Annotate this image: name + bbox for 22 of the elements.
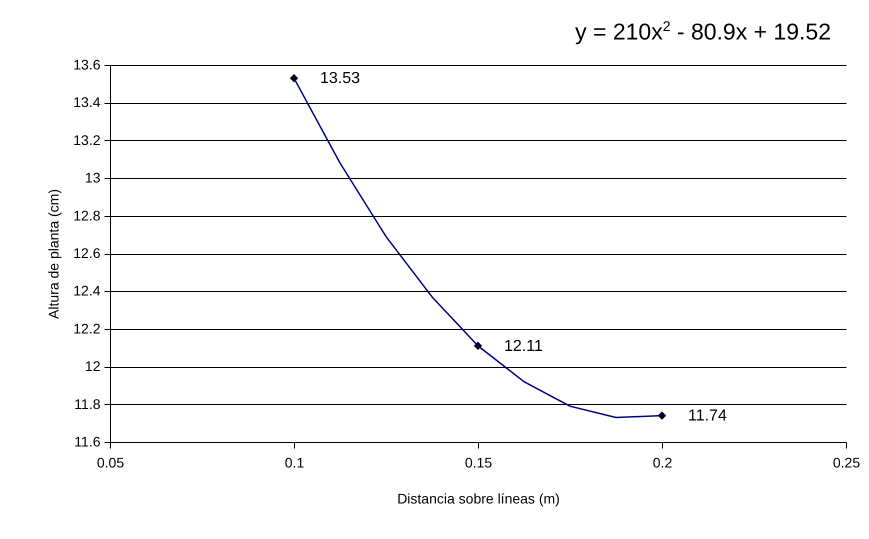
y-tick-label: 12.4 <box>73 282 101 299</box>
x-axis-title: Distancia sobre líneas (m) <box>397 490 560 506</box>
x-tick-label: 0.2 <box>652 454 672 470</box>
y-tick-label: 13 <box>84 170 101 186</box>
y-tick-label: 12.2 <box>73 320 101 336</box>
data-label: 12.11 <box>504 338 543 355</box>
y-tick-label: 13.2 <box>73 132 101 148</box>
y-tick-label: 13.6 <box>73 56 101 72</box>
y-tick-label: 12 <box>84 358 101 374</box>
y-tick-label: 11.8 <box>74 396 101 412</box>
x-tick-label: 0.1 <box>284 454 304 470</box>
y-axis-title: Altura de planta (cm) <box>45 189 62 319</box>
x-tick-label: 0.15 <box>464 454 492 470</box>
y-tick-label: 13.4 <box>73 94 101 110</box>
x-tick-label: 0.25 <box>832 454 860 470</box>
y-tick-label: 11.6 <box>74 434 101 450</box>
y-tick-label: 12.6 <box>73 245 101 261</box>
data-label: 13.53 <box>320 70 360 88</box>
x-tick-label: 0.05 <box>96 454 124 470</box>
y-tick-label: 12.8 <box>73 207 101 224</box>
data-label: 11.74 <box>688 408 727 425</box>
text: y = 210x$^{2}$ - 80.9x + 19.52 <box>575 18 831 46</box>
